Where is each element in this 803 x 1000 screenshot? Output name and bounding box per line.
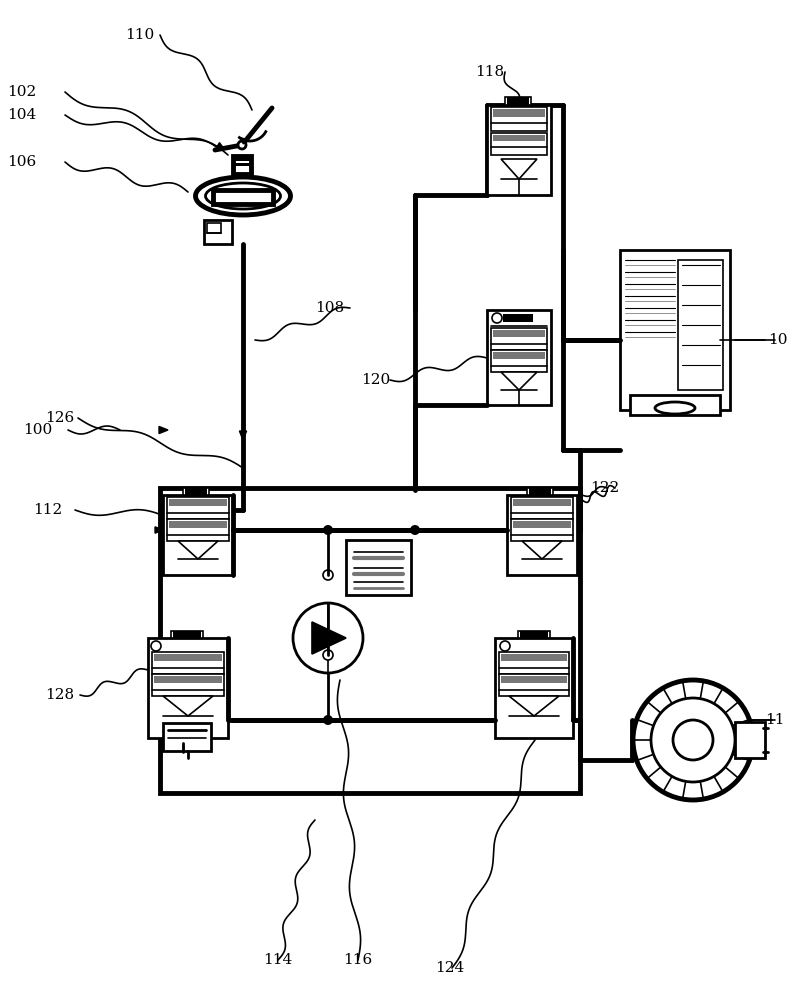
Text: 122: 122 [589, 481, 619, 495]
Bar [503, 314, 532, 322]
Circle shape [323, 525, 332, 535]
Text: 116: 116 [343, 953, 372, 967]
Bar [213, 190, 273, 204]
Circle shape [323, 570, 332, 580]
Bar [492, 135, 544, 141]
Polygon shape [500, 159, 536, 179]
Polygon shape [239, 138, 247, 144]
Bar [517, 631, 549, 638]
Bar [492, 330, 544, 337]
Text: 114: 114 [263, 953, 292, 967]
Ellipse shape [654, 402, 694, 414]
Circle shape [292, 603, 362, 673]
Bar [630, 395, 719, 415]
Bar [183, 488, 209, 495]
Polygon shape [239, 431, 247, 440]
Bar [520, 631, 548, 638]
Bar [173, 631, 201, 638]
Bar [511, 519, 573, 541]
Text: 128: 128 [46, 688, 75, 702]
Circle shape [672, 720, 712, 760]
Bar [169, 521, 226, 528]
Bar [169, 499, 226, 506]
Circle shape [632, 680, 752, 800]
Circle shape [323, 650, 332, 660]
Bar [500, 654, 566, 661]
Bar [500, 676, 566, 683]
Circle shape [499, 641, 509, 651]
Circle shape [410, 525, 419, 535]
Bar [491, 350, 546, 372]
Bar [167, 519, 229, 541]
Bar [163, 495, 233, 575]
Bar [167, 497, 229, 519]
Circle shape [323, 715, 332, 725]
Bar [206, 223, 221, 233]
Bar [152, 674, 224, 696]
Bar [148, 638, 228, 738]
Bar [511, 497, 573, 519]
Bar [526, 488, 552, 495]
Text: 100: 100 [23, 423, 52, 437]
Text: 126: 126 [45, 411, 75, 425]
Text: 108: 108 [315, 301, 344, 315]
Ellipse shape [206, 183, 280, 209]
Circle shape [238, 141, 246, 149]
Circle shape [151, 641, 161, 651]
Bar [160, 488, 579, 793]
Polygon shape [155, 527, 163, 533]
Bar [619, 250, 729, 410]
Bar [491, 328, 546, 350]
Text: 120: 120 [361, 373, 390, 387]
Bar [154, 676, 222, 683]
Bar [204, 220, 232, 244]
Text: 10: 10 [768, 333, 787, 347]
Bar [507, 495, 577, 575]
Text: 124: 124 [435, 961, 464, 975]
Bar [512, 521, 570, 528]
Text: 11: 11 [764, 713, 784, 727]
Text: 112: 112 [34, 503, 63, 517]
Bar [171, 631, 202, 638]
Bar [163, 723, 210, 751]
Ellipse shape [195, 177, 290, 215]
Polygon shape [521, 541, 561, 559]
Polygon shape [177, 541, 218, 559]
Polygon shape [214, 143, 223, 150]
Bar [233, 156, 251, 174]
Circle shape [491, 313, 501, 323]
Bar [491, 133, 546, 155]
Bar [185, 488, 206, 495]
Polygon shape [312, 622, 345, 654]
Bar [499, 652, 569, 674]
Bar [233, 156, 251, 161]
Bar [154, 654, 222, 661]
Text: 106: 106 [7, 155, 37, 169]
Bar [677, 260, 722, 390]
Bar [507, 97, 528, 105]
Bar [492, 109, 544, 117]
Polygon shape [500, 372, 536, 390]
Circle shape [650, 698, 734, 782]
Bar [512, 499, 570, 506]
Bar [504, 97, 530, 105]
Text: 102: 102 [7, 85, 37, 99]
Bar [345, 540, 410, 595]
Bar [495, 638, 573, 738]
Text: 104: 104 [7, 108, 37, 122]
Bar [528, 488, 550, 495]
Bar [152, 652, 224, 674]
Text: 110: 110 [125, 28, 154, 42]
Bar [487, 105, 550, 195]
Text: 118: 118 [475, 65, 504, 79]
Bar [491, 107, 546, 131]
Bar [492, 352, 544, 359]
Polygon shape [508, 696, 558, 716]
Bar [734, 722, 764, 758]
Polygon shape [159, 426, 168, 434]
Bar [233, 163, 251, 166]
Bar [499, 674, 569, 696]
Bar [487, 310, 550, 405]
Polygon shape [163, 696, 213, 716]
